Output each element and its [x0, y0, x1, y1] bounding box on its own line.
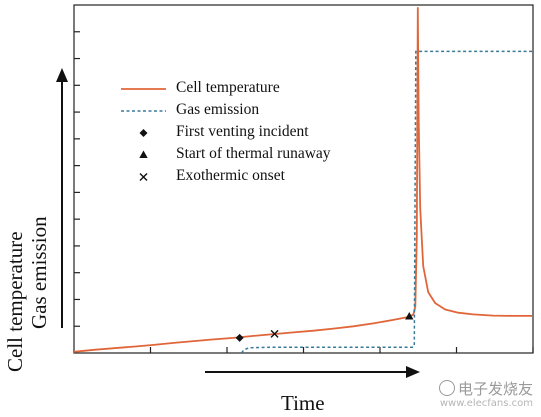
legend-label-thermal-runaway: Start of thermal runaway [176, 145, 331, 162]
x-axis-arrowhead [406, 366, 420, 378]
y-axis-arrowhead [56, 68, 68, 82]
tick-marks [74, 31, 534, 353]
axis-arrows [56, 68, 420, 378]
legend [121, 88, 166, 181]
series-line-cell-temperature [73, 7, 532, 353]
series-layer [73, 7, 532, 354]
legend-swatch-first-venting [139, 129, 148, 137]
x-axis-label: Time [281, 391, 325, 415]
y-axis-label-line-2: Gas emission [27, 216, 51, 329]
legend-swatch-exothermic-onset [139, 173, 148, 181]
watermark-url: www.elecfans.com [439, 398, 533, 409]
legend-label-cell-temperature: Cell temperature [176, 79, 280, 96]
watermark: 电子发烧友 www.elecfans.com [438, 378, 533, 409]
marker-triangle [405, 311, 414, 320]
watermark-logo-icon [438, 380, 455, 396]
marker-diamond [235, 333, 244, 342]
legend-label-exothermic-onset: Exothermic onset [176, 167, 285, 184]
marker-layer [235, 311, 414, 342]
marker-x-stroke-b [270, 329, 279, 338]
marker-x [270, 329, 279, 338]
legend-label-first-venting: First venting incident [176, 123, 309, 140]
y-axis-label-line-1: Cell temperature [3, 231, 27, 372]
series-line-gas-emission [240, 50, 532, 354]
legend-label-gas-emission: Gas emission [176, 101, 260, 118]
legend-swatch-exothermic-onset-stroke-b [139, 173, 148, 181]
plot-border [73, 4, 534, 354]
plot-frame [73, 4, 534, 354]
legend-swatch-thermal-runaway [139, 150, 148, 158]
watermark-text: 电子发烧友 [457, 380, 533, 398]
